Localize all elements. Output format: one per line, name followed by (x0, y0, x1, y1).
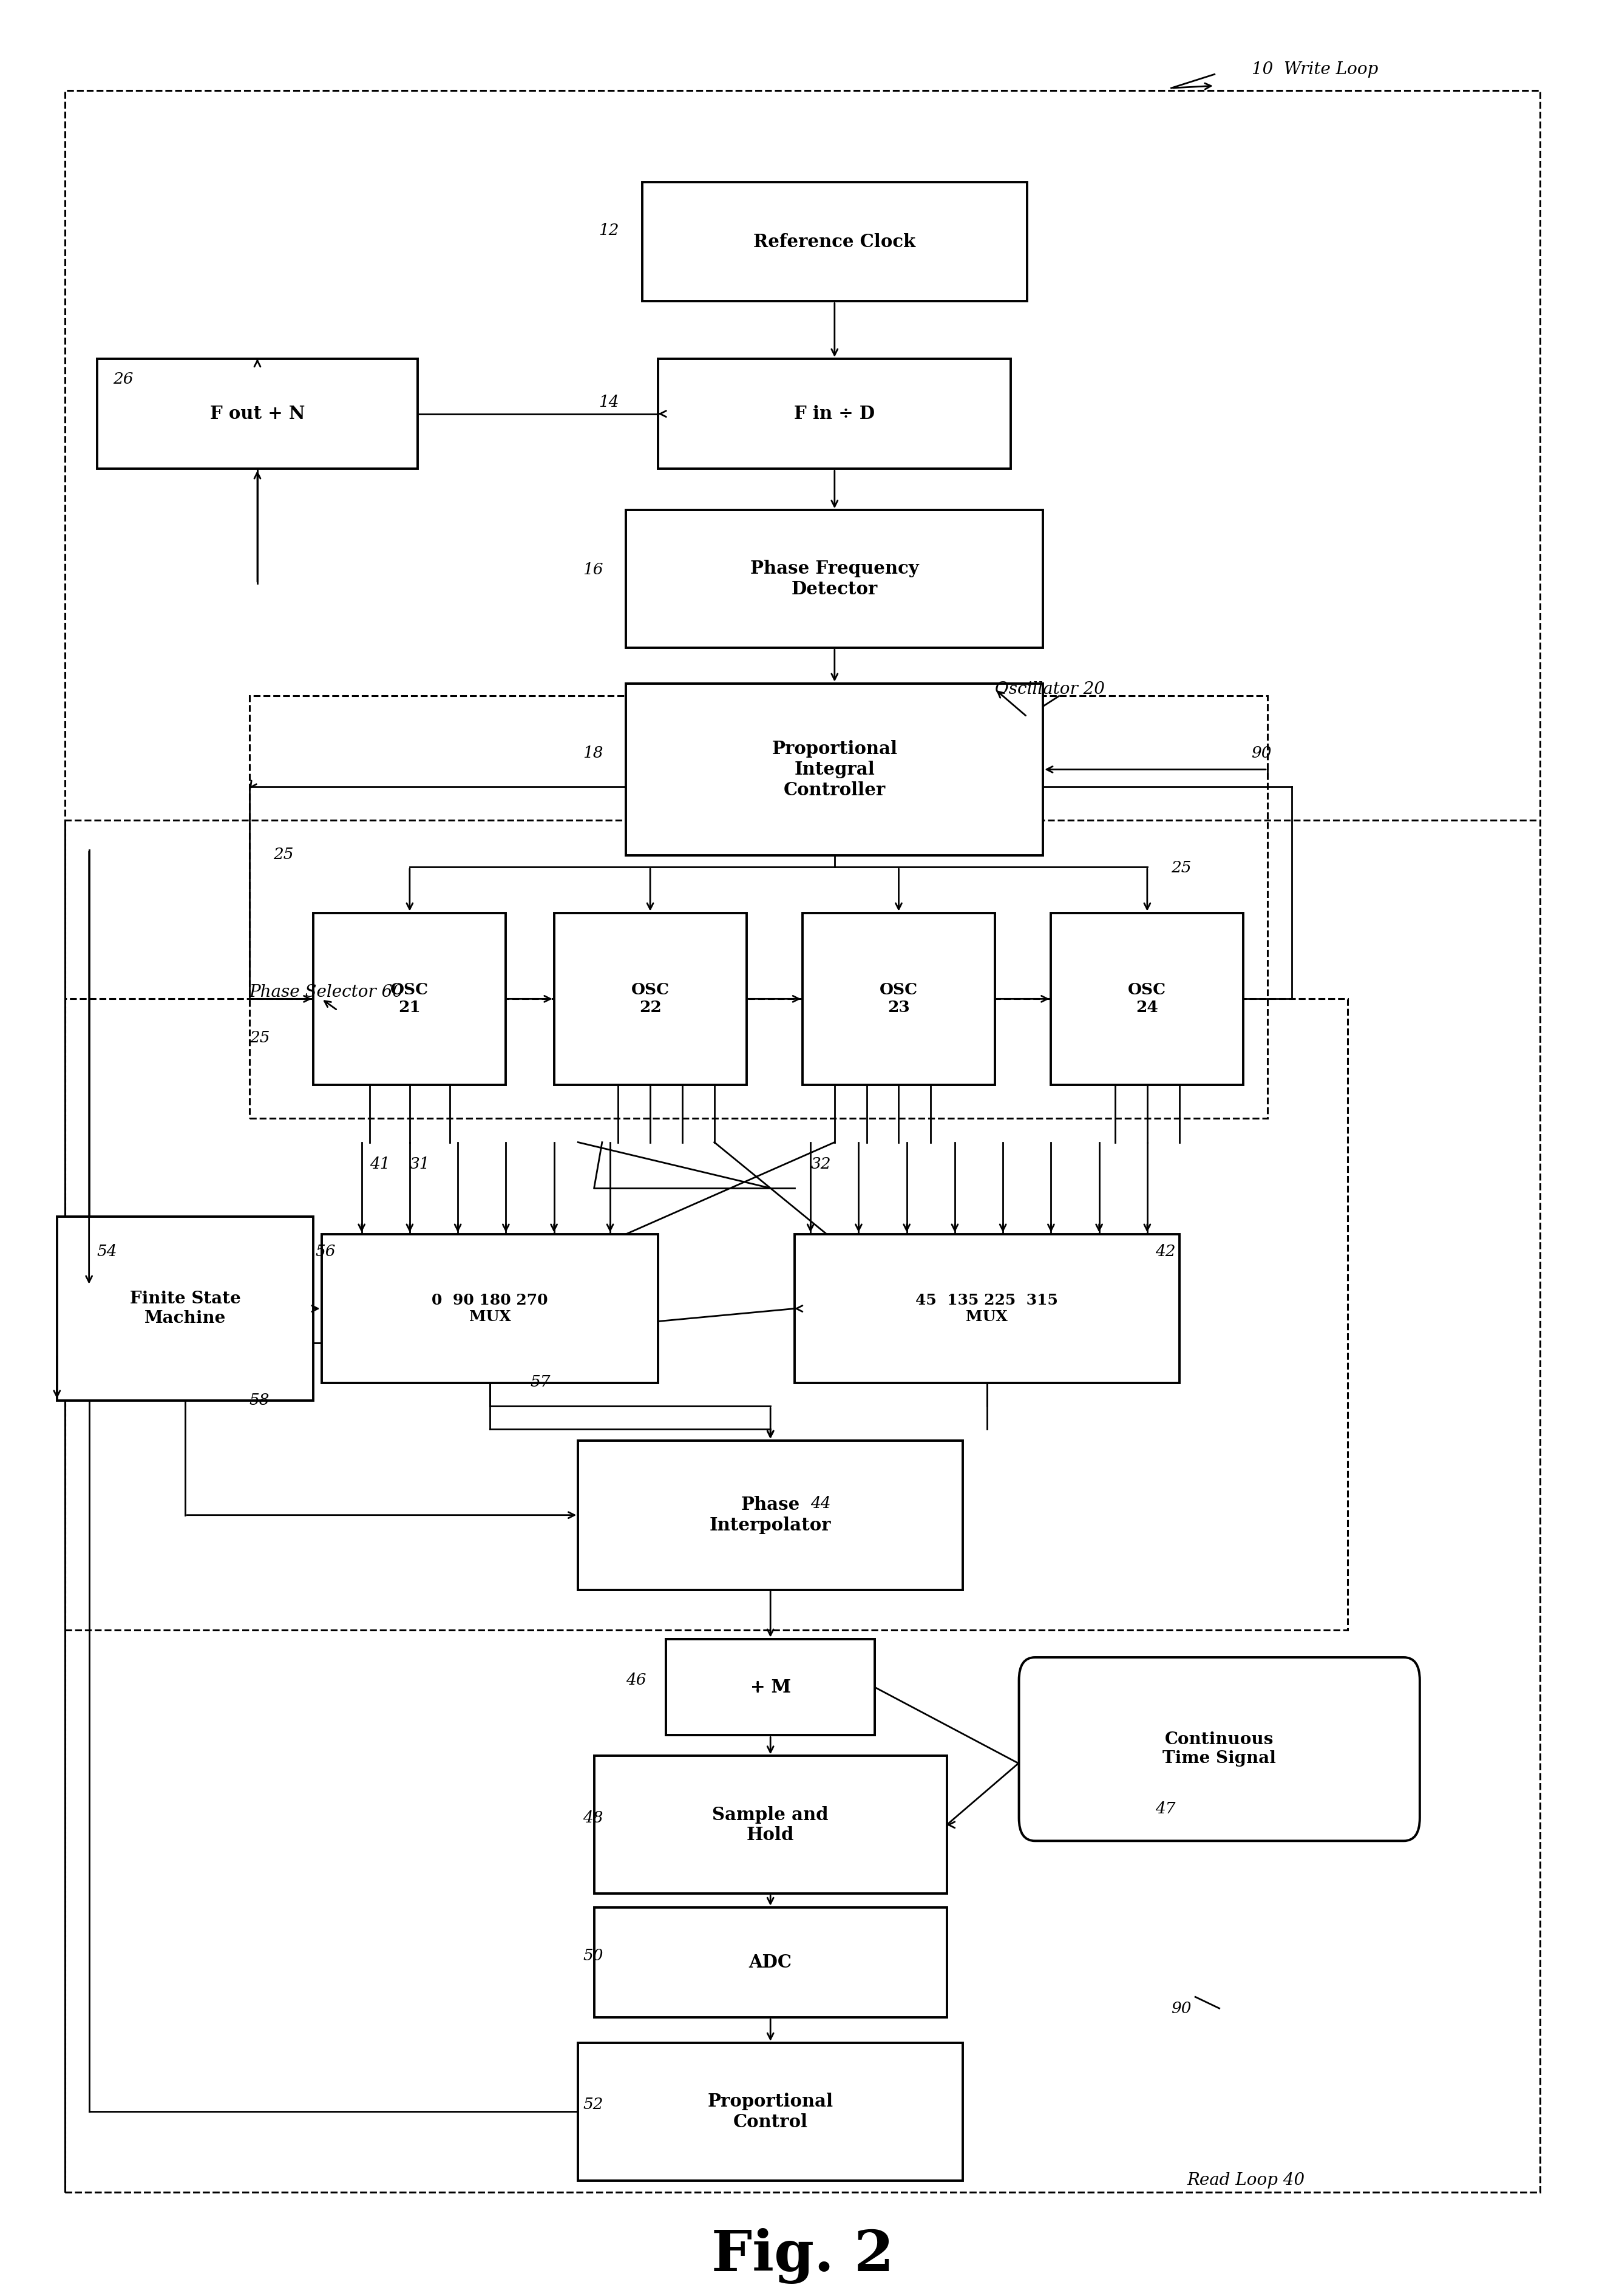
FancyBboxPatch shape (626, 510, 1043, 647)
FancyBboxPatch shape (554, 914, 746, 1086)
Text: 26: 26 (112, 372, 133, 388)
Text: 90: 90 (1252, 746, 1271, 760)
Text: 50: 50 (583, 1947, 603, 1963)
Text: OSC
21: OSC 21 (390, 983, 429, 1015)
FancyBboxPatch shape (642, 181, 1027, 301)
Text: 12: 12 (599, 223, 620, 239)
Text: 45  135 225  315
MUX: 45 135 225 315 MUX (915, 1293, 1058, 1325)
Text: Fig. 2: Fig. 2 (711, 2227, 894, 2285)
Text: 25: 25 (1172, 861, 1191, 875)
FancyBboxPatch shape (578, 2043, 963, 2181)
Text: ADC: ADC (750, 1954, 791, 1972)
Text: OSC
23: OSC 23 (880, 983, 918, 1015)
Text: OSC
24: OSC 24 (1128, 983, 1167, 1015)
Text: ÷ M: ÷ M (750, 1678, 791, 1697)
Text: Phase Frequency
Detector: Phase Frequency Detector (750, 560, 920, 597)
Text: Phase Selector 60: Phase Selector 60 (249, 983, 403, 1001)
Text: 44: 44 (811, 1497, 831, 1511)
Text: 10  Write Loop: 10 Write Loop (1252, 62, 1379, 78)
FancyBboxPatch shape (666, 1639, 875, 1736)
Text: Oscillator 20: Oscillator 20 (995, 682, 1104, 698)
Text: 48: 48 (583, 1809, 603, 1825)
Text: 90: 90 (1172, 2000, 1191, 2016)
Text: Sample and
Hold: Sample and Hold (713, 1807, 828, 1844)
Text: Read Loop 40: Read Loop 40 (1188, 2172, 1305, 2188)
Text: F out + N: F out + N (210, 404, 305, 422)
Text: 46: 46 (626, 1674, 647, 1688)
Text: 0  90 180 270
MUX: 0 90 180 270 MUX (432, 1293, 547, 1325)
FancyBboxPatch shape (1019, 1658, 1420, 1841)
FancyBboxPatch shape (626, 684, 1043, 856)
Text: 47: 47 (1156, 1800, 1175, 1816)
FancyBboxPatch shape (578, 1440, 963, 1589)
FancyBboxPatch shape (794, 1233, 1180, 1382)
FancyBboxPatch shape (594, 1756, 947, 1894)
FancyBboxPatch shape (96, 358, 417, 468)
Text: 42: 42 (1156, 1244, 1175, 1258)
Text: F in ÷ D: F in ÷ D (794, 404, 875, 422)
Text: 25: 25 (249, 1031, 270, 1045)
FancyBboxPatch shape (1051, 914, 1244, 1086)
Text: 41: 41 (369, 1157, 390, 1171)
Text: 14: 14 (599, 395, 620, 411)
FancyBboxPatch shape (56, 1217, 313, 1401)
Text: Continuous
Time Signal: Continuous Time Signal (1162, 1731, 1276, 1768)
Text: 16: 16 (583, 563, 603, 576)
FancyBboxPatch shape (666, 1639, 875, 1736)
Text: Finite State
Machine: Finite State Machine (130, 1290, 241, 1327)
Text: 57: 57 (530, 1375, 551, 1389)
Text: 54: 54 (96, 1244, 117, 1258)
Text: 25: 25 (273, 847, 294, 861)
Text: 32: 32 (811, 1157, 831, 1171)
Text: 18: 18 (583, 746, 603, 760)
Text: 58: 58 (249, 1394, 270, 1407)
Text: 56: 56 (315, 1244, 335, 1258)
Text: Reference Clock: Reference Clock (753, 232, 915, 250)
FancyBboxPatch shape (313, 914, 506, 1086)
Text: 52: 52 (583, 2096, 603, 2112)
Text: OSC
22: OSC 22 (631, 983, 669, 1015)
FancyBboxPatch shape (594, 1908, 947, 2018)
Text: Proportional
Control: Proportional Control (708, 2092, 833, 2131)
Text: Proportional
Integral
Controller: Proportional Integral Controller (772, 739, 897, 799)
FancyBboxPatch shape (803, 914, 995, 1086)
Text: + M: + M (750, 1678, 791, 1697)
Text: Phase
Interpolator: Phase Interpolator (709, 1497, 831, 1534)
FancyBboxPatch shape (658, 358, 1011, 468)
Text: 31: 31 (409, 1157, 430, 1171)
FancyBboxPatch shape (321, 1233, 658, 1382)
